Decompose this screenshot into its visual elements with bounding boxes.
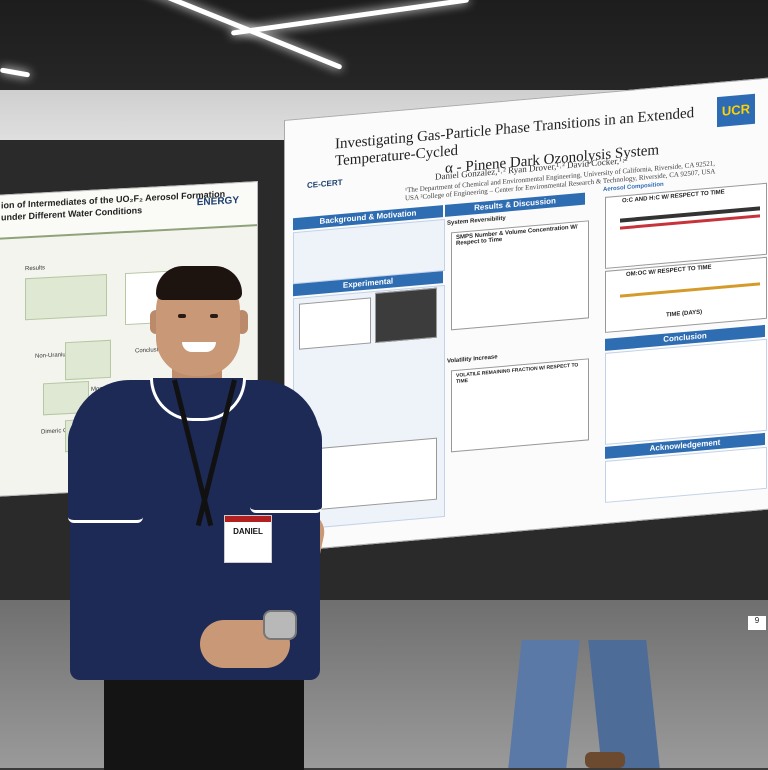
main-poster: UCR CE-CERT Investigating Gas-Particle P… bbox=[284, 77, 768, 553]
left-sleeve bbox=[68, 410, 143, 523]
hair bbox=[156, 266, 242, 300]
right-eye bbox=[210, 314, 218, 318]
shoe bbox=[585, 752, 625, 768]
system-reversibility-label: System Reversibility bbox=[447, 215, 506, 227]
oc-hc-plot-title: O:C AND H:C W/ RESPECT TO TIME bbox=[622, 189, 725, 205]
wristwatch bbox=[263, 610, 297, 640]
badge-header-stripe bbox=[225, 516, 271, 522]
name-badge: DANIEL bbox=[224, 515, 272, 563]
left-eye bbox=[178, 314, 186, 318]
left-poster-section-label: Results bbox=[25, 265, 46, 273]
volatility-increase-label: Volatility Increase bbox=[447, 354, 498, 365]
badge-name: DANIEL bbox=[233, 527, 263, 536]
om-oc-plot-title: OM:OC W/ RESPECT TO TIME bbox=[626, 264, 712, 279]
chamber-photo bbox=[375, 287, 437, 344]
jeans-right-leg bbox=[588, 640, 660, 768]
oc-hc-plot: O:C AND H:C W/ RESPECT TO TIME bbox=[605, 182, 767, 269]
jeans-left-leg bbox=[508, 640, 580, 768]
om-oc-x-axis-label: TIME (DAYS) bbox=[666, 309, 703, 319]
smps-plot: SMPS Number & Volume Concentration W/ Re… bbox=[451, 220, 589, 331]
conclusion-panel bbox=[605, 338, 767, 445]
vrf-plot-title: VOLATILE REMAINING FRACTION W/ RESPECT T… bbox=[456, 362, 579, 385]
om-oc-plot: OM:OC W/ RESPECT TO TIME TIME (DAYS) bbox=[605, 256, 767, 333]
smps-plot-title: SMPS Number & Volume Concentration W/ Re… bbox=[456, 224, 578, 247]
presenter: DANIEL bbox=[60, 260, 330, 770]
poster-number-tag: 9 bbox=[748, 616, 766, 630]
smile bbox=[182, 342, 216, 352]
om-oc-series-line bbox=[620, 282, 760, 298]
vrf-plot: VOLATILE REMAINING FRACTION W/ RESPECT T… bbox=[451, 358, 589, 453]
energy-logo: ENERGY bbox=[196, 195, 239, 209]
background-person-legs bbox=[505, 640, 665, 768]
pants bbox=[104, 670, 304, 770]
right-sleeve bbox=[250, 410, 322, 513]
